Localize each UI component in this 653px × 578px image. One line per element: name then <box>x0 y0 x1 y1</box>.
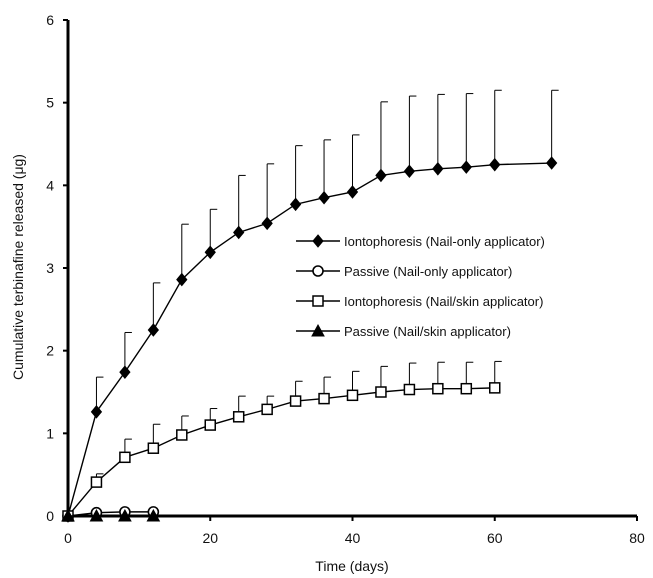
x-tick-label: 80 <box>629 530 645 546</box>
data-point <box>176 429 188 441</box>
y-tick-label: 6 <box>46 12 54 28</box>
data-point <box>460 382 473 395</box>
data-point <box>90 476 103 488</box>
data-point <box>489 157 501 172</box>
y-tick-label: 1 <box>46 425 54 441</box>
data-point <box>176 272 188 287</box>
series-3 <box>62 360 502 522</box>
data-point <box>346 389 359 402</box>
data-point <box>233 225 245 240</box>
data-point <box>204 245 216 260</box>
data-point <box>432 162 444 176</box>
data-point <box>289 197 302 212</box>
series-4 <box>61 508 161 522</box>
legend-item: Passive (Nail/skin applicator) <box>296 323 511 339</box>
y-axis-label: Cumulative terbinafine released (μg) <box>10 154 26 380</box>
legend: Iontophoresis (Nail-only applicator) Pass… <box>296 234 545 339</box>
data-point <box>460 160 472 174</box>
legend-label: Iontophoresis (Nail/skin applicator) <box>344 294 543 309</box>
y-tick-label: 5 <box>46 95 54 111</box>
data-point <box>318 190 330 205</box>
legend-item: Passive (Nail-only applicator) <box>296 264 512 279</box>
data-point <box>261 403 273 416</box>
legend-marker <box>312 265 324 277</box>
legend-label: Passive (Nail/skin applicator) <box>344 324 511 339</box>
data-point <box>90 405 103 419</box>
legend-label: Iontophoresis (Nail-only applicator) <box>344 234 545 249</box>
series-2 <box>62 506 160 522</box>
legend-item: Iontophoresis (Nail-only applicator) <box>296 234 545 249</box>
data-point <box>61 508 75 522</box>
legend-item: Iontophoresis (Nail/skin applicator) <box>296 294 543 309</box>
y-tick-label: 4 <box>46 177 54 193</box>
y-tick-label: 3 <box>46 260 54 276</box>
data-point <box>289 395 302 407</box>
data-point <box>346 185 359 199</box>
legend-marker <box>312 234 324 248</box>
data-point <box>119 451 131 464</box>
series-line <box>67 511 154 517</box>
series-line <box>67 387 495 517</box>
legend-marker <box>311 323 325 337</box>
data-point <box>147 323 160 337</box>
data-point <box>147 442 160 454</box>
series-layer <box>61 89 559 523</box>
data-point <box>119 365 131 379</box>
data-point <box>204 419 216 431</box>
legend-label: Passive (Nail-only applicator) <box>344 264 512 279</box>
data-point <box>545 156 558 170</box>
x-tick-label: 20 <box>202 530 218 546</box>
data-point <box>261 216 273 231</box>
data-point <box>432 382 444 395</box>
x-tick-label: 40 <box>345 530 361 546</box>
data-point <box>146 508 161 522</box>
data-point <box>375 386 387 398</box>
data-point <box>489 382 501 394</box>
data-point <box>375 168 387 183</box>
data-point <box>118 508 132 522</box>
data-point <box>89 508 104 522</box>
data-point <box>403 164 416 179</box>
y-tick-label: 0 <box>46 508 54 524</box>
data-point <box>232 411 245 423</box>
y-tick-label: 2 <box>46 343 54 359</box>
legend-marker <box>312 295 324 307</box>
x-axis-label: Time (days) <box>315 558 388 574</box>
data-point <box>403 383 416 396</box>
x-tick-label: 0 <box>64 530 72 546</box>
series-1 <box>62 89 559 523</box>
series-line <box>67 162 552 517</box>
data-point <box>318 392 330 405</box>
x-tick-label: 60 <box>487 530 503 546</box>
